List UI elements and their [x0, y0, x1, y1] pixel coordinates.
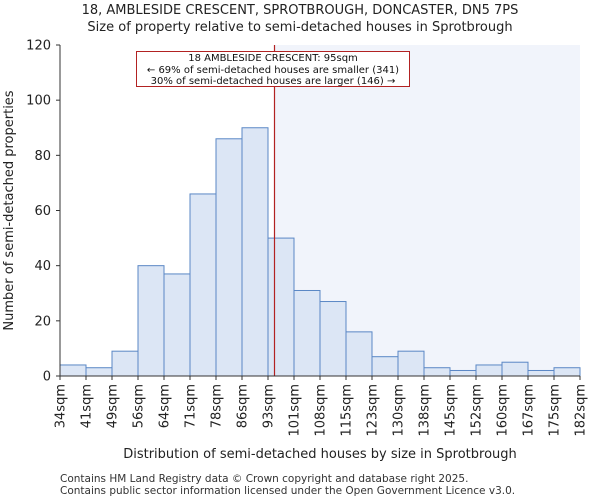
histogram-bar [501, 361, 529, 377]
x-tick-label: 145sqm [444, 384, 459, 437]
histogram-bar [59, 364, 87, 377]
x-tick-label: 175sqm [548, 384, 563, 437]
histogram-bar [449, 369, 477, 377]
x-tick-label: 108sqm [314, 384, 329, 437]
x-tick-label: 167sqm [522, 384, 537, 437]
y-tick-label: 20 [34, 314, 51, 329]
histogram-bar [85, 367, 113, 377]
histogram-bar [345, 331, 373, 377]
y-tick-label: 60 [34, 204, 51, 219]
y-tick-label: 120 [26, 39, 51, 54]
histogram-bar [527, 369, 555, 377]
histogram-bar [475, 364, 503, 377]
chart-title-address: 18, AMBLESIDE CRESCENT, SPROTBROUGH, DON… [81, 3, 519, 18]
y-tick-label: 0 [43, 370, 51, 385]
histogram-bar [397, 350, 425, 377]
histogram-bar [241, 127, 269, 377]
x-tick-label: 78sqm [210, 384, 225, 428]
x-tick-label: 152sqm [470, 384, 485, 437]
y-tick-label: 100 [26, 94, 51, 109]
property-annotation: 18 AMBLESIDE CRESCENT: 95sqm ← 69% of se… [136, 51, 410, 87]
histogram-bar [423, 367, 451, 377]
x-tick-label: 160sqm [496, 384, 511, 437]
histogram-bar [137, 265, 165, 377]
x-tick-label: 101sqm [288, 384, 303, 437]
x-tick-label: 41sqm [80, 384, 95, 428]
x-tick-label: 123sqm [366, 384, 381, 437]
chart-title: Size of property relative to semi-detach… [87, 20, 513, 35]
x-tick-label: 86sqm [236, 384, 251, 428]
x-tick-label: 71sqm [184, 384, 199, 428]
x-tick-label: 64sqm [158, 384, 173, 428]
histogram-bar [319, 301, 347, 377]
annotation-smaller: ← 69% of semi-detached houses are smalle… [146, 64, 400, 76]
footer-copyright: Contains HM Land Registry data © Crown c… [60, 473, 469, 485]
x-tick-label: 182sqm [574, 384, 589, 437]
y-tick-label: 40 [34, 259, 51, 274]
histogram-bar [215, 138, 243, 377]
x-tick-label: 93sqm [262, 384, 277, 428]
x-tick-label: 130sqm [392, 384, 407, 437]
footer-licence: Contains public sector information licen… [60, 485, 516, 497]
x-tick-label: 34sqm [54, 384, 69, 428]
y-axis-title: Number of semi-detached properties [2, 90, 17, 330]
histogram-bar [111, 350, 139, 377]
histogram-bar [293, 289, 321, 377]
histogram-bar [163, 273, 191, 377]
x-axis-title: Distribution of semi-detached houses by … [123, 447, 517, 462]
x-tick-label: 56sqm [132, 384, 147, 428]
x-tick-label: 49sqm [106, 384, 121, 428]
histogram-bar [371, 356, 399, 377]
annotation-title: 18 AMBLESIDE CRESCENT: 95sqm [188, 53, 358, 64]
histogram-bar [267, 237, 295, 377]
x-tick-label: 115sqm [340, 384, 355, 437]
annotation-larger: 30% of semi-detached houses are larger (… [150, 76, 396, 87]
histogram-bar [553, 367, 581, 377]
histogram-bar [189, 193, 217, 377]
x-tick-label: 138sqm [418, 384, 433, 437]
y-tick-label: 80 [34, 149, 51, 164]
